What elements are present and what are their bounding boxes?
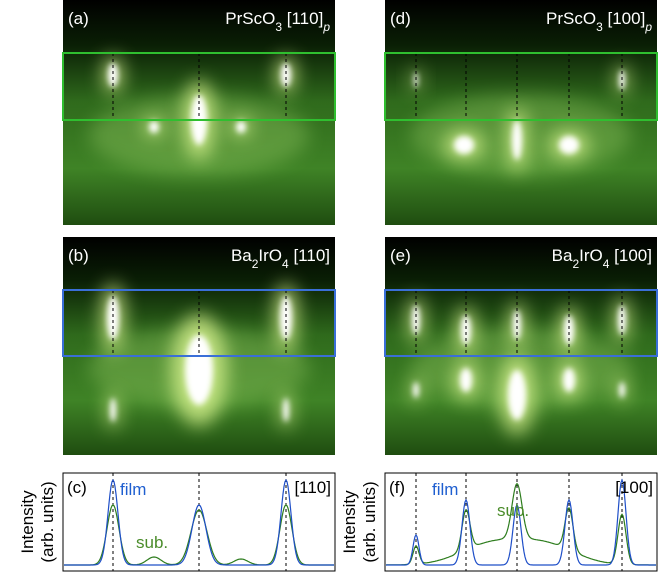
panel-title: PrScO3 [100]p bbox=[546, 9, 652, 34]
panel-label: (b) bbox=[68, 246, 89, 265]
title-part: PrScO bbox=[225, 9, 275, 28]
title-part: Ba bbox=[552, 246, 573, 265]
roi-box bbox=[384, 289, 658, 357]
spot bbox=[619, 382, 625, 398]
plot-label: (c) bbox=[67, 478, 87, 497]
spot bbox=[564, 315, 574, 345]
spot bbox=[413, 382, 419, 398]
title-part: 3 bbox=[275, 20, 282, 34]
title-part: PrScO bbox=[546, 9, 596, 28]
title-part: 4 bbox=[282, 257, 289, 271]
spot bbox=[508, 370, 526, 420]
profile-plot: (f) film sub. [100] Intensity(arb. units) bbox=[340, 472, 658, 572]
y-axis-label-line: (arb. units) bbox=[360, 481, 379, 562]
title-part: IrO bbox=[258, 246, 282, 265]
rheed-panel: (d) PrScO3 [100]p bbox=[384, 0, 658, 225]
title-part: 2 bbox=[572, 257, 579, 271]
spot bbox=[513, 310, 521, 340]
title-part: [110] bbox=[289, 246, 330, 265]
spot bbox=[559, 136, 579, 154]
rheed-panel: (b) Ba2IrO4 [110] bbox=[62, 237, 336, 455]
direction-label: [110] bbox=[294, 478, 331, 497]
intensity-curve bbox=[64, 504, 334, 566]
rheed-panel: (e) Ba2IrO4 [100] bbox=[384, 237, 658, 455]
panel-title: PrScO3 [110]p bbox=[225, 9, 330, 34]
spot bbox=[461, 315, 471, 345]
spot bbox=[281, 63, 291, 87]
title-part: 3 bbox=[596, 20, 603, 34]
y-axis-label: Intensity(arb. units) bbox=[18, 481, 57, 562]
title-part: p bbox=[644, 20, 652, 34]
spot bbox=[149, 121, 159, 133]
spot bbox=[512, 120, 522, 160]
direction-label: [100] bbox=[615, 478, 653, 497]
roi-box bbox=[62, 52, 336, 121]
spot bbox=[563, 368, 575, 392]
title-part: Ba bbox=[231, 246, 252, 265]
roi-box bbox=[62, 289, 336, 357]
profile-plot: (c) film sub. [110] Intensity(arb. units) bbox=[18, 472, 336, 572]
sub-label: sub. bbox=[136, 533, 168, 552]
panel-label: (a) bbox=[68, 9, 89, 28]
y-axis-label-line: (arb. units) bbox=[38, 481, 57, 562]
y-axis-label-line: Intensity bbox=[18, 490, 37, 554]
title-part: [110] bbox=[282, 9, 323, 28]
title-part: [100] bbox=[603, 9, 646, 28]
plot-frame bbox=[384, 472, 658, 572]
title-part: IrO bbox=[579, 246, 603, 265]
spot bbox=[110, 398, 116, 422]
spot bbox=[460, 368, 472, 392]
panel-label: (e) bbox=[390, 246, 411, 265]
panel-label: (d) bbox=[390, 9, 411, 28]
rheed-panel: (a) PrScO3 [110]p bbox=[62, 0, 336, 225]
panel-title: Ba2IrO4 [100] bbox=[552, 246, 652, 271]
spot bbox=[236, 121, 246, 133]
spot bbox=[283, 398, 289, 422]
spot bbox=[107, 296, 119, 340]
title-part: p bbox=[322, 20, 330, 34]
film-label: film bbox=[120, 480, 146, 499]
spot bbox=[454, 136, 474, 154]
title-part: 2 bbox=[252, 257, 259, 271]
sub-label: sub. bbox=[497, 501, 529, 520]
panel-title: Ba2IrO4 [110] bbox=[231, 246, 330, 271]
y-axis-label-line: Intensity bbox=[340, 490, 359, 554]
title-part: [100] bbox=[609, 246, 652, 265]
intensity-curve bbox=[386, 478, 656, 566]
intensity-curve bbox=[64, 478, 334, 566]
y-axis-label: Intensity(arb. units) bbox=[340, 481, 379, 562]
film-label: film bbox=[432, 480, 458, 499]
spot bbox=[280, 296, 292, 340]
spot bbox=[185, 335, 213, 405]
plot-label: (f) bbox=[389, 478, 405, 497]
spot bbox=[108, 63, 118, 87]
roi-box bbox=[384, 52, 658, 121]
title-part: 4 bbox=[603, 257, 610, 271]
